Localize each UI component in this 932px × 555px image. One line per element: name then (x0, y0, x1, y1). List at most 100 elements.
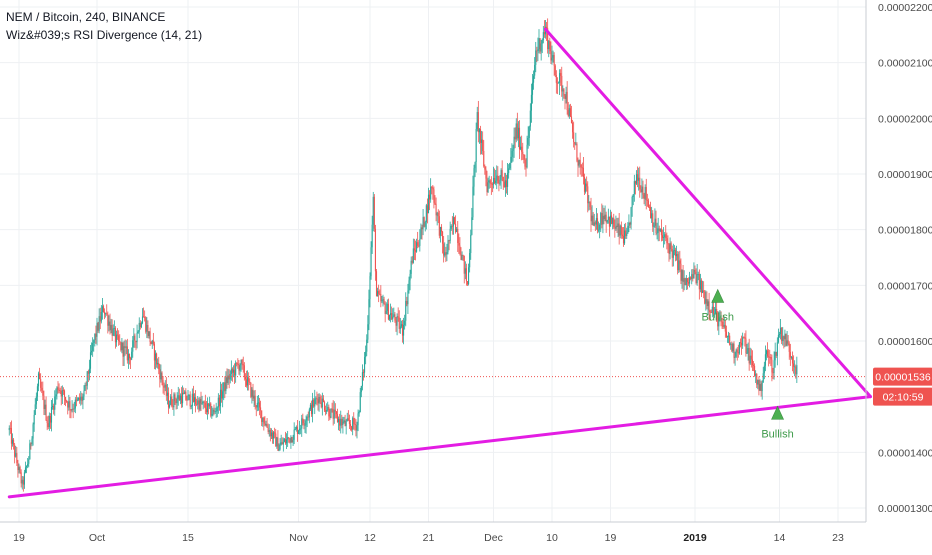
candle-body (664, 234, 666, 238)
candle-body (193, 397, 196, 402)
candle-body (686, 278, 688, 283)
candle-body (127, 353, 129, 361)
candle-body (677, 254, 679, 271)
candle-body (216, 407, 218, 412)
candle-body (286, 439, 288, 444)
candle-body (413, 248, 415, 251)
candle-body (178, 395, 180, 401)
candle-body (407, 290, 409, 305)
candle-body (260, 407, 262, 411)
candle-body (289, 438, 291, 443)
candle-body (35, 396, 37, 405)
candle-body (559, 73, 561, 83)
candle-body (293, 429, 295, 440)
candle-body (657, 228, 659, 233)
candle-body (89, 352, 92, 369)
candle-body (711, 306, 713, 313)
candle-body (760, 384, 762, 392)
candle-body (772, 372, 774, 374)
candle-body (732, 343, 734, 352)
candle-body (477, 112, 479, 133)
candle-body (783, 336, 785, 340)
candle-body (645, 186, 647, 200)
candle-body (362, 372, 365, 373)
candle-body (421, 227, 423, 230)
timer-badge-label: 02:10:59 (883, 392, 924, 404)
candle-body (173, 394, 175, 408)
candle-body (107, 314, 109, 326)
candle-body (97, 323, 99, 331)
candle-body (405, 300, 407, 321)
candle-body (671, 249, 673, 258)
candle-body (182, 392, 184, 404)
candle-body (787, 340, 789, 344)
candle-body (646, 199, 648, 201)
candle-body (458, 243, 460, 246)
candle-body (316, 398, 318, 400)
candle-body (448, 240, 450, 242)
candle-body (291, 436, 293, 443)
candle-body (479, 129, 482, 143)
candle-body (400, 324, 402, 327)
candle-body (462, 255, 464, 256)
candle-body (100, 311, 102, 322)
x-tick-label: 10 (546, 532, 558, 544)
candle-body (676, 254, 678, 257)
candle-body (196, 404, 198, 405)
candle-body (626, 233, 628, 236)
candle-body (189, 394, 191, 407)
candle-body (158, 362, 160, 370)
candle-body (74, 399, 76, 409)
candle-body (395, 320, 397, 326)
candle-body (387, 303, 389, 320)
candle-body (340, 418, 342, 426)
candle-body (378, 291, 380, 294)
grid (0, 0, 866, 522)
candle-body (620, 225, 622, 235)
candle-body (534, 64, 536, 76)
candle-body (228, 375, 230, 380)
candle-body (665, 234, 667, 239)
candle-body (635, 174, 638, 184)
candle-body (712, 306, 714, 314)
candle-body (484, 166, 486, 170)
candle-body (446, 252, 448, 255)
candle-body (268, 430, 270, 432)
candle-body (212, 409, 214, 414)
candle-body (175, 401, 177, 404)
candle-body (550, 51, 552, 61)
candle-body (794, 366, 796, 368)
candle-body (486, 178, 488, 193)
candle-body (384, 303, 386, 314)
candle-body (710, 312, 712, 313)
candle-body (91, 350, 93, 353)
candle-body (370, 247, 372, 277)
candle-body (219, 389, 222, 407)
candle-body (154, 353, 157, 361)
candle-body (499, 179, 501, 184)
candle-body (22, 479, 24, 485)
candle-body (351, 426, 353, 430)
candle-body (222, 391, 224, 399)
candle-body (638, 177, 640, 181)
candle-body (466, 281, 469, 285)
candle-body (546, 26, 548, 29)
candle-body (543, 32, 545, 35)
candle-body (723, 324, 725, 327)
candle-body (313, 399, 315, 407)
candle-body (423, 217, 425, 227)
bullish-signal-label: Bullish (702, 311, 734, 323)
candle-body (755, 373, 757, 376)
candle-body (468, 267, 470, 285)
x-tick-label: Dec (484, 532, 503, 544)
candle-body (689, 277, 691, 284)
candle-body (73, 408, 75, 410)
candle-body (184, 391, 186, 395)
candle-body (382, 299, 384, 301)
candle-body (511, 151, 513, 157)
candle-body (30, 443, 32, 445)
candle-body (92, 342, 94, 351)
candle-body (78, 397, 80, 400)
